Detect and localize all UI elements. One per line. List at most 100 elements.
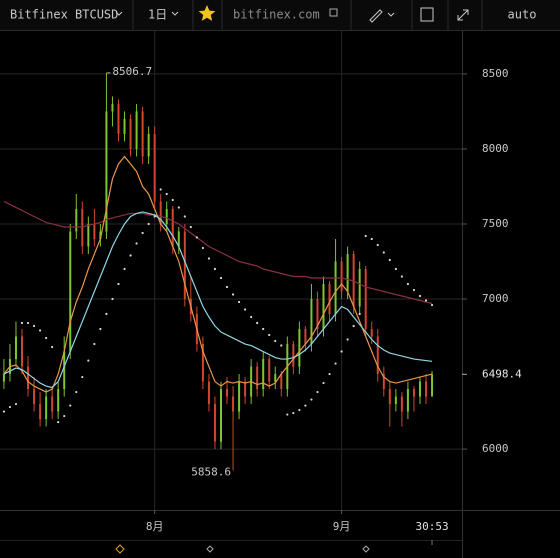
candle-body [2,374,5,382]
sar-dot [424,299,428,302]
sar-dot [256,321,259,325]
sar-dot [225,285,229,289]
candle-body [274,374,277,382]
sar-dot [32,324,36,328]
sar-dot [26,321,30,325]
toolbar-bg [0,0,560,30]
sar-dot [117,282,120,286]
sar-dot [153,215,156,218]
current-price-label: 6498.4 [482,367,522,380]
candle-body [238,381,241,412]
sar-dot [63,414,66,418]
sar-dot [268,333,271,337]
sar-dot [141,231,144,235]
candle-body [159,201,162,224]
sar-dot [45,336,48,340]
indicator-line [3,211,433,389]
toolbar: Bitfinex BTCUSD 1日 bitfinex.com auto [0,0,560,30]
candle-body [213,404,216,442]
candle-body [256,366,259,390]
draw-icon[interactable] [369,9,383,23]
event-marker[interactable] [206,545,214,553]
sar-dot [51,345,54,349]
candle-body [57,389,60,412]
sar-dot [219,276,223,280]
candle-body [376,336,379,375]
candle-body [431,374,434,397]
sar-dot [304,404,307,407]
sar-dot [165,192,168,196]
sar-dot [183,215,186,218]
dropdown-icon [171,11,179,16]
sar-dot [358,312,361,316]
y-tick-label: 8500 [482,67,509,80]
candle-body [292,344,295,367]
sar-dot [292,411,295,415]
favorite-icon[interactable] [198,5,216,21]
interval[interactable]: 1日 [148,8,167,22]
candle-body [183,231,186,300]
sar-dot [111,297,114,301]
candle-body [69,231,72,352]
fullscreen-icon[interactable] [457,9,469,21]
plot: 6000 7000 7500 8000 8500 8月 9月 8506.7 5858.6 6498… [0,31,560,545]
candle-body [346,253,349,292]
sar-dot [262,327,265,331]
candle-body [14,336,17,360]
sar-dot [298,408,301,412]
candle-body [412,389,415,397]
candle-body [322,284,325,330]
low-label: 5858.6 [191,465,231,478]
site-link[interactable]: bitfinex.com [233,8,320,22]
candle-body [328,284,331,315]
candle-body [400,396,403,412]
candle-body [382,374,385,390]
candle-body [418,381,421,397]
indicator-icon[interactable] [420,7,434,22]
sar-dot [346,338,349,341]
y-tick-label: 7500 [482,217,509,230]
candle-body [177,231,180,247]
event-marker[interactable] [362,545,370,553]
sar-dot [135,242,138,245]
sar-dot [2,410,6,413]
sar-dot [147,222,150,226]
sar-dot [99,327,102,331]
sar-dot [382,251,385,254]
candle-body [99,231,102,239]
candle-body [280,374,283,390]
candle-body [262,359,265,390]
candle-body [123,118,126,134]
candle-body [51,396,54,412]
candle-body [111,103,114,112]
candle-body [135,111,138,149]
sar-dot [316,390,319,394]
candle-body [425,381,428,397]
sar-dot [57,420,60,424]
sar-dot [394,267,397,271]
sar-dot [352,324,355,328]
candle-body [406,389,409,412]
sar-dot [75,390,78,394]
candle-body [147,133,150,157]
sar-dot [20,321,24,325]
external-icon [329,8,338,17]
candle-body [27,366,30,390]
sar-dot [370,237,373,241]
sar-dot [328,372,331,376]
y-tick-label: 6000 [482,442,509,455]
event-marker[interactable] [115,544,125,554]
candle-body [117,103,120,134]
sar-dot [364,234,367,238]
sar-dot [171,198,174,202]
indicator-line [3,200,433,305]
candle-body [129,118,132,149]
sar-dot [237,300,241,304]
candle-body [171,208,174,247]
sar-dot [159,188,162,191]
symbol[interactable]: Bitfinex BTCUSD [10,8,118,22]
candle-body [153,133,156,202]
sar-dot [400,275,403,278]
scale-mode[interactable]: auto [508,8,537,22]
